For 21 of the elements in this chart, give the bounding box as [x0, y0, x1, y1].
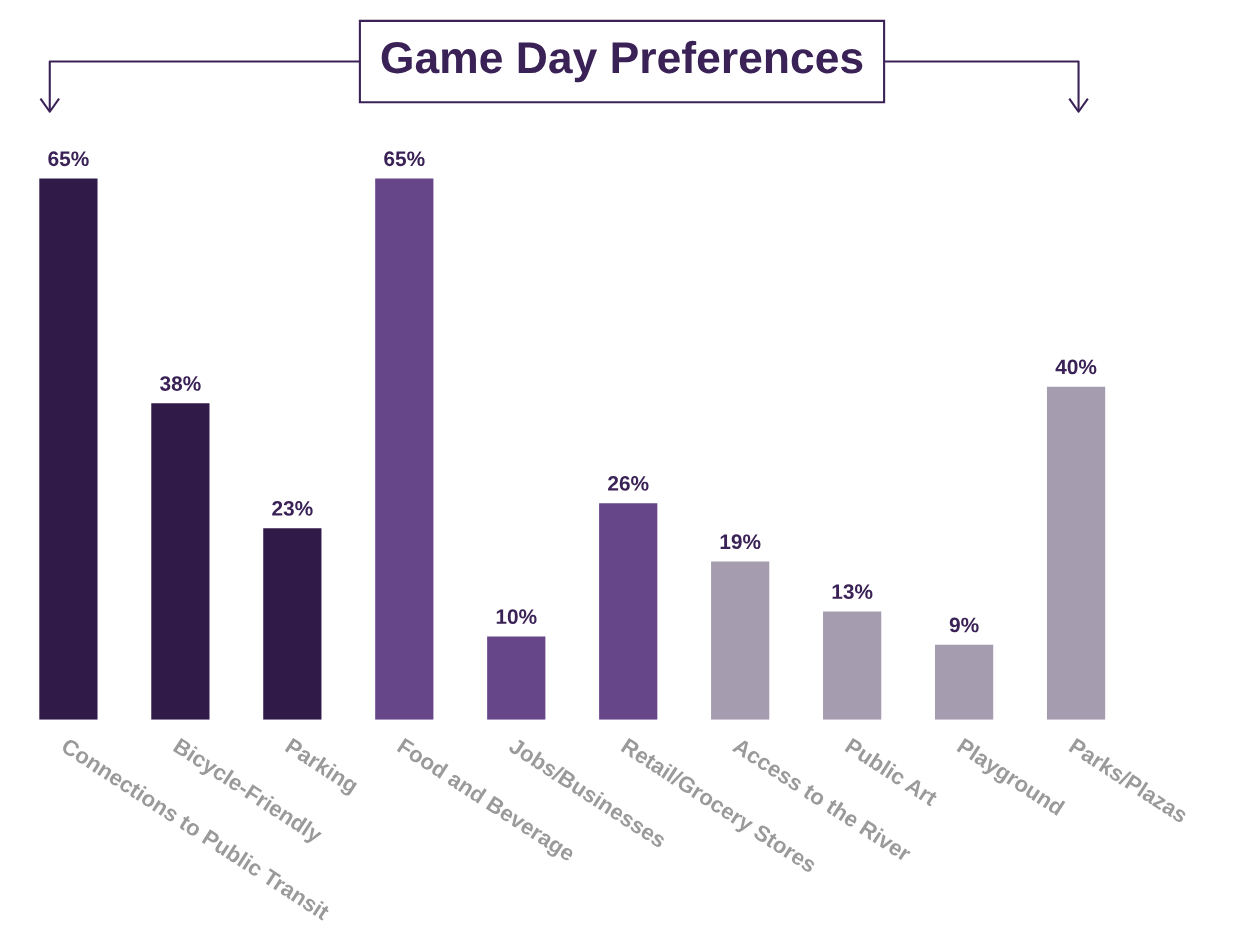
- bar: [599, 503, 658, 720]
- data-label: 13%: [832, 584, 873, 600]
- chart-title: Game Day Preferences: [381, 40, 863, 83]
- bar: [263, 528, 322, 720]
- bar: [487, 636, 546, 720]
- bar: [1046, 386, 1106, 720]
- data-label: 65%: [48, 151, 89, 167]
- bar: [39, 178, 98, 720]
- data-label: 65%: [384, 151, 425, 167]
- data-label: 9%: [949, 617, 979, 633]
- data-label: 40%: [1055, 359, 1097, 375]
- data-label: 26%: [608, 476, 649, 491]
- data-label: 19%: [720, 534, 761, 550]
- data-label: 38%: [160, 376, 201, 391]
- bar: [823, 611, 882, 720]
- bar: [151, 403, 210, 720]
- bar: [934, 644, 994, 720]
- bar: [375, 178, 434, 720]
- data-label: 10%: [496, 609, 537, 625]
- bar: [711, 561, 770, 720]
- data-label: 23%: [272, 501, 313, 516]
